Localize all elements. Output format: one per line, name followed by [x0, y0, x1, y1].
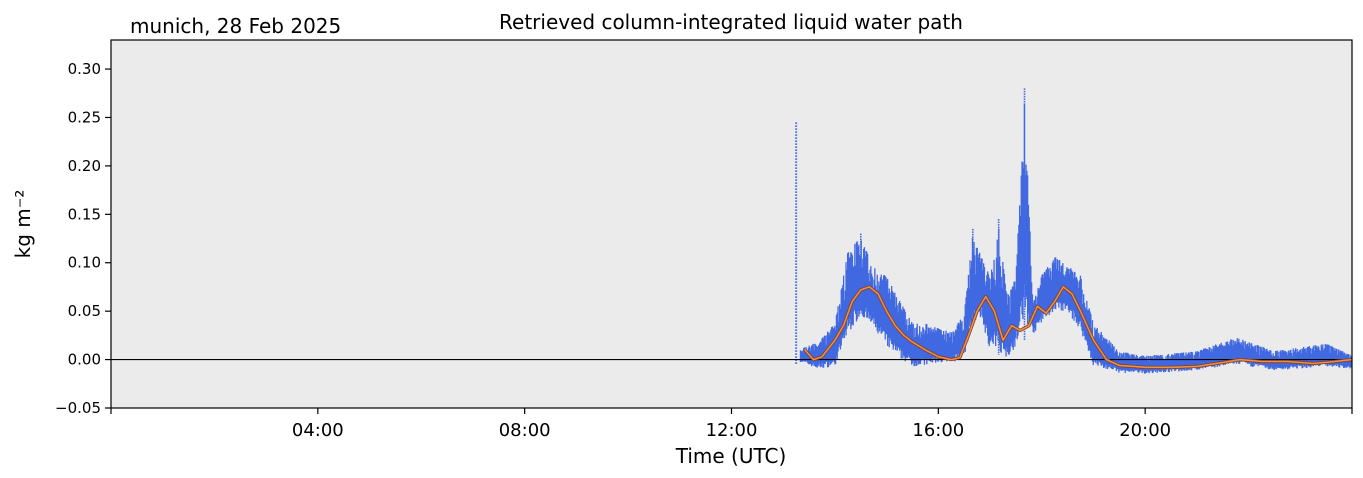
chart-title: Retrieved column-integrated liquid water…: [499, 10, 963, 34]
x-tick-label: 16:00: [912, 420, 964, 441]
x-tick-label: 08:00: [499, 420, 551, 441]
x-tick-label: 20:00: [1119, 420, 1171, 441]
x-axis-ticks: 04:00 08:00 12:00 16:00 20:00: [110, 408, 1353, 441]
y-tick-label: −0.05: [55, 399, 101, 417]
y-tick-label: 0.10: [68, 254, 101, 272]
chart-subtitle: munich, 28 Feb 2025: [130, 14, 341, 38]
x-tick-label: 12:00: [706, 420, 758, 441]
plot-area: [111, 40, 1352, 408]
x-axis-label: Time (UTC): [675, 444, 787, 468]
y-tick-label: 0.15: [68, 205, 101, 223]
y-axis-label: kg m⁻²: [11, 190, 35, 259]
smoothed-line: [804, 286, 1353, 369]
y-tick-label: 0.30: [68, 60, 101, 78]
y-tick-label: 0.25: [68, 108, 101, 126]
x-tick-label: 04:00: [292, 420, 344, 441]
y-tick-label: 0.20: [68, 157, 101, 175]
smoothed-series: [803, 285, 1353, 369]
y-tick-label: 0.05: [68, 302, 101, 320]
y-axis-ticks: −0.05 0.00 0.05 0.10 0.15 0.20 0.25 0.30: [55, 60, 111, 417]
y-tick-label: 0.00: [68, 351, 101, 369]
